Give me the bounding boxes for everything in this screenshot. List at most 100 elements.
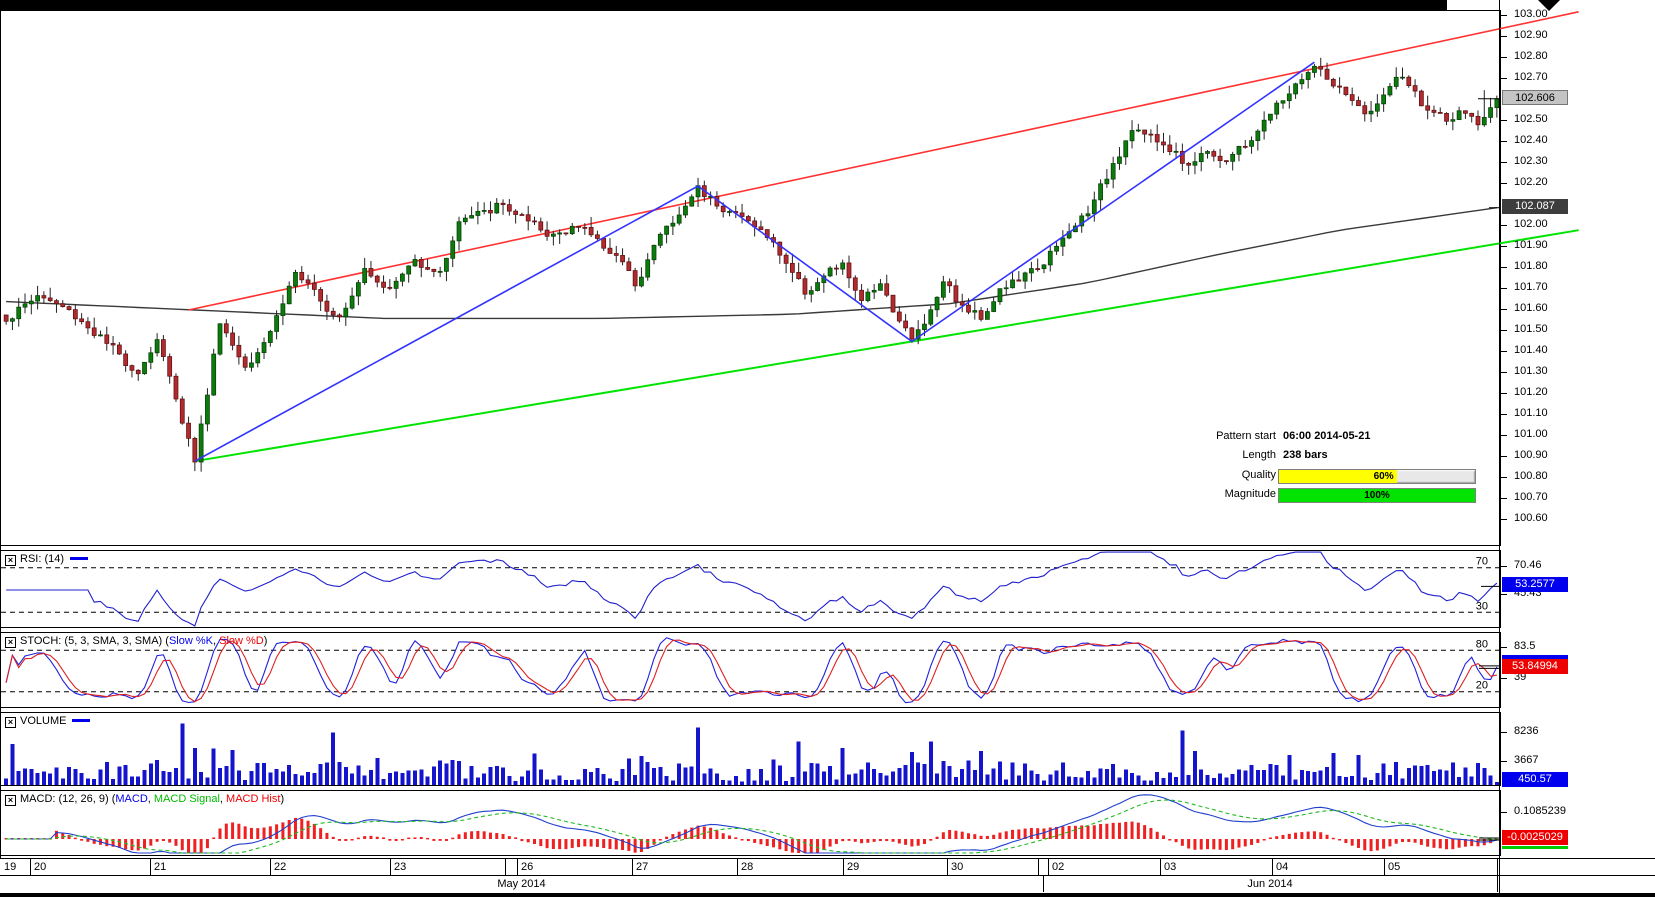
price-label: 100.90 [1514, 449, 1548, 461]
resistance-trendline [188, 11, 1579, 311]
date-cell-divider [150, 859, 151, 875]
date-cell-divider [1497, 859, 1498, 875]
pattern-zigzag [194, 61, 1315, 462]
price-label: 101.20 [1514, 386, 1548, 398]
price-label: 101.70 [1514, 281, 1548, 293]
volume-panel: × VOLUME [0, 712, 1501, 786]
price-axis-border [1499, 0, 1500, 893]
price-label: 102.50 [1514, 113, 1548, 125]
price-tick [1500, 456, 1507, 457]
stoch-slow-d-line [5, 639, 1497, 703]
legend-item: MACD Signal [153, 793, 220, 805]
price-tick [1500, 267, 1507, 268]
date-cell-label: 05 [1388, 861, 1401, 873]
rsi-value-box: 53.2577 [1502, 577, 1568, 592]
date-cell-divider [632, 859, 633, 875]
price-tick [1500, 519, 1507, 520]
date-cell-label: 03 [1164, 861, 1177, 873]
pattern-length-label: Length [1242, 449, 1276, 461]
volume-label: 8236 [1514, 724, 1539, 737]
legend-item: Slow %D [219, 635, 264, 647]
stoch-close-checkbox[interactable]: × [5, 637, 16, 648]
price-label: 100.70 [1514, 491, 1548, 503]
price-tick [1500, 120, 1507, 121]
macd-histogram [4, 817, 1499, 853]
price-label: 101.50 [1514, 323, 1548, 335]
last-price-box: 102.606 [1502, 90, 1568, 105]
date-cell-divider [390, 859, 391, 875]
volume-tick [1500, 731, 1507, 733]
price-label: 102.40 [1514, 134, 1548, 146]
volume-bars [4, 723, 1499, 785]
macd-close-checkbox[interactable]: × [5, 795, 16, 806]
date-cell-label: 21 [154, 861, 167, 873]
macd-header: × MACD: (12, 26, 9) (MACD, MACD Signal, M… [5, 793, 284, 806]
price-tick [1500, 477, 1507, 478]
date-cell-divider [270, 859, 271, 875]
pattern-magnitude-label: Magnitude [1224, 488, 1276, 500]
month-label: May 2014 [497, 878, 546, 890]
price-label: 101.90 [1514, 239, 1548, 251]
rsi-close-checkbox[interactable]: × [5, 555, 16, 566]
volume-tick [1500, 760, 1507, 762]
support-trendline [194, 229, 1579, 463]
rsi-canvas: 70 30 [1, 551, 1501, 627]
date-axis: 19 20 21 22 23 26 27 28 29 30 02 03 04 05 [0, 858, 1655, 876]
macd-value-box: -0.0025029 [1502, 830, 1568, 845]
price-label: 102.30 [1514, 155, 1548, 167]
macd-panel: × MACD: (12, 26, 9) (MACD, MACD Signal, M… [0, 790, 1501, 856]
macd-label: MACD: (12, 26, 9) [20, 793, 109, 805]
pattern-start-label: Pattern start [1216, 430, 1276, 442]
bottom-bar [0, 893, 1655, 897]
price-tick [1500, 414, 1507, 415]
rsi-level-label: 30 [1476, 600, 1488, 612]
stoch-level-label: 20 [1476, 680, 1488, 692]
price-tick [1500, 309, 1507, 310]
pattern-start-value: 06:00 2014-05-21 [1283, 430, 1371, 442]
rsi-tick [1500, 566, 1507, 568]
price-label: 102.70 [1514, 71, 1548, 83]
date-cell-label: 29 [847, 861, 860, 873]
stoch-label: STOCH: (5, 3, SMA, 3, SMA) [20, 635, 163, 647]
price-tick [1500, 393, 1507, 394]
rsi-line [6, 551, 1498, 627]
stoch-legend: (Slow %K, Slow %D) [162, 635, 268, 647]
price-label: 101.80 [1514, 260, 1548, 272]
price-label: 101.30 [1514, 365, 1548, 377]
price-label: 100.80 [1514, 470, 1548, 482]
stoch-value-box: 53.84994 [1502, 659, 1568, 674]
date-cell-label: 30 [951, 861, 964, 873]
date-cell-divider [737, 859, 738, 875]
price-label: 102.80 [1514, 50, 1548, 62]
date-cell-divider [1048, 859, 1049, 875]
price-label: 101.00 [1514, 428, 1548, 440]
magnitude-meter: 100% [1278, 488, 1476, 503]
date-cell-label: 04 [1276, 861, 1289, 873]
rsi-panel: × RSI: (14) 70 30 [0, 550, 1501, 628]
date-cell-divider [1038, 859, 1039, 875]
price-tick [1500, 330, 1507, 331]
volume-close-checkbox[interactable]: × [5, 717, 16, 728]
month-divider [1043, 876, 1044, 892]
date-cell-label: 22 [274, 861, 287, 873]
volume-line-sample [72, 719, 91, 722]
date-cell-divider [1160, 859, 1161, 875]
price-tick [1500, 183, 1507, 184]
price-tick [1500, 372, 1507, 373]
macd-legend: (MACD, MACD Signal, MACD Hist) [108, 793, 285, 805]
stoch-panel: × STOCH: (5, 3, SMA, 3, SMA) (Slow %K, Sl… [0, 632, 1501, 708]
price-tick [1500, 435, 1507, 436]
price-chart-panel [0, 10, 1579, 546]
date-cell-divider [517, 859, 518, 875]
stoch-label: 83.5 [1514, 639, 1536, 652]
chart-shift-marker[interactable] [1538, 0, 1560, 11]
price-label: 100.60 [1514, 512, 1548, 524]
price-label: 101.40 [1514, 344, 1548, 356]
rsi-tick [1500, 594, 1507, 596]
price-tick [1500, 225, 1507, 226]
macd-signal-line [6, 799, 1497, 854]
sma-value-box: 102.087 [1502, 199, 1568, 214]
price-tick [1500, 78, 1507, 79]
legend-item: Slow %K [168, 635, 213, 647]
